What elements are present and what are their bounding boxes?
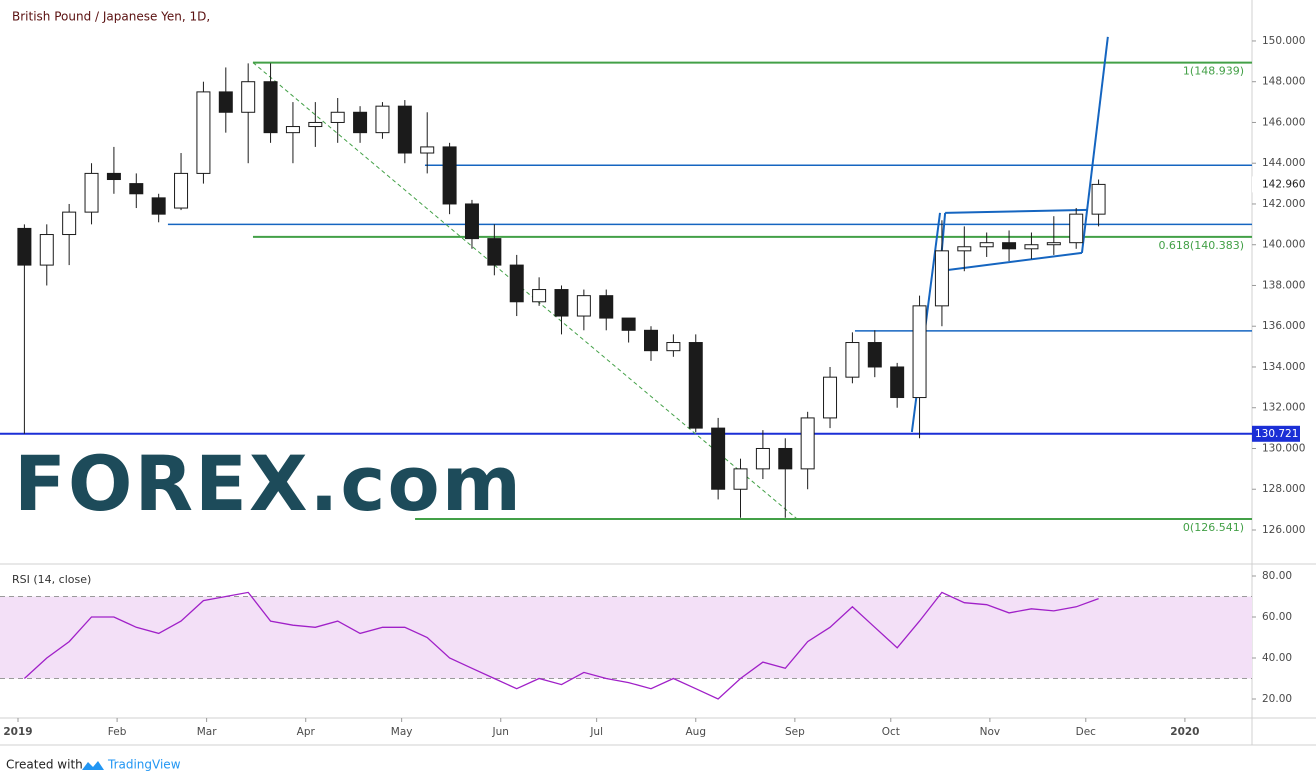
candle-body — [397, 105, 412, 154]
candle-body — [285, 126, 300, 134]
x-tick-label: Oct — [882, 726, 900, 738]
candle-body — [218, 91, 233, 113]
candle-body — [890, 366, 905, 399]
candle-body — [867, 342, 882, 368]
candle-body — [733, 468, 748, 490]
x-tick-label: Jul — [589, 726, 603, 738]
watermark: FOREX.com — [14, 439, 523, 528]
candle-body — [1024, 244, 1039, 250]
candle-body — [1091, 183, 1106, 215]
candle-body — [487, 238, 502, 266]
x-tick-label: Sep — [785, 726, 805, 738]
price-label-bg — [1252, 425, 1300, 442]
x-tick-label: 2020 — [1170, 726, 1199, 738]
price-label: 130.721 — [1255, 428, 1298, 440]
candle-body — [196, 91, 211, 174]
candle-body — [957, 246, 972, 252]
candle-body — [84, 172, 99, 213]
x-tick-label: 2019 — [3, 726, 32, 738]
y-tick-label: 136.000 — [1262, 320, 1305, 332]
tradingview-logo — [82, 761, 104, 770]
x-tick-label: Apr — [297, 726, 316, 738]
candle-body — [934, 250, 949, 307]
fib-label: 1(148.939) — [1183, 65, 1244, 78]
x-tick-label: May — [391, 726, 413, 738]
y-tick-label: 134.000 — [1262, 361, 1305, 373]
rsi-y-tick-label: 80.00 — [1262, 570, 1292, 582]
candle-body — [509, 264, 524, 303]
y-tick-label: 126.000 — [1262, 524, 1305, 536]
trendline — [1080, 36, 1109, 253]
candle-body — [420, 146, 435, 154]
x-tick-label: Jun — [492, 726, 509, 738]
rsi-y-tick-label: 60.00 — [1262, 611, 1292, 623]
x-tick-label: Feb — [108, 726, 127, 738]
candle-body — [688, 342, 703, 429]
rsi-y-tick-label: 20.00 — [1262, 693, 1292, 705]
candle-body — [39, 234, 54, 266]
candle-body — [263, 81, 278, 134]
y-tick-label: 150.000 — [1262, 35, 1305, 47]
footer-text: Created with — [6, 758, 83, 772]
trendline — [939, 251, 1083, 272]
last-price-bg — [1252, 176, 1304, 193]
plot: 126.000 128.000 130.000 132.000 134.000 136.0… — [0, 35, 1305, 738]
candle-body — [442, 146, 457, 205]
candle-body — [532, 289, 547, 303]
y-tick-label: 132.000 — [1262, 402, 1305, 414]
x-tick-label: Nov — [980, 726, 1001, 738]
candle-body — [151, 197, 166, 215]
candle-body — [241, 81, 256, 113]
candle-body — [1002, 242, 1017, 250]
candle-body — [308, 121, 323, 128]
candle-body — [666, 342, 681, 352]
indicator-title: RSI (14, close) — [12, 573, 91, 586]
candle-body — [711, 427, 726, 490]
rsi-y-tick-label: 40.00 — [1262, 652, 1292, 664]
candle-body — [576, 295, 591, 317]
chart-title: British Pound / Japanese Yen, 1D, — [12, 10, 210, 24]
rsi-line — [23, 591, 1099, 700]
candle-body — [644, 329, 659, 352]
candle-body — [599, 295, 614, 319]
candle-body — [62, 211, 77, 236]
candle-body — [17, 227, 32, 266]
candle-body — [554, 289, 569, 317]
trendline — [252, 62, 798, 520]
y-tick-label: 144.000 — [1262, 157, 1305, 169]
x-tick-label: Aug — [686, 726, 707, 738]
candle-body — [823, 376, 838, 419]
y-tick-label: 146.000 — [1262, 116, 1305, 128]
candle-body — [464, 203, 479, 240]
y-tick-label: 138.000 — [1262, 279, 1305, 291]
y-tick-label: 130.000 — [1262, 442, 1305, 454]
candle-body — [375, 105, 390, 134]
candle-body — [1046, 242, 1061, 246]
candle-body — [353, 111, 368, 134]
candle-body — [979, 242, 994, 248]
fib-label: 0(126.541) — [1183, 521, 1244, 534]
footer-brand: TradingView — [107, 758, 181, 772]
candle-body — [1069, 213, 1084, 244]
candle-body — [800, 417, 815, 470]
x-tick-label: Dec — [1076, 726, 1097, 738]
candle-body — [755, 447, 770, 470]
candle-body — [845, 342, 860, 378]
candle-body — [621, 317, 636, 331]
candle-body — [106, 172, 121, 181]
x-tick-label: Mar — [197, 726, 217, 738]
fib-label: 0.618(140.383) — [1158, 239, 1244, 252]
candle-body — [129, 183, 144, 195]
trendline — [945, 208, 1089, 214]
y-tick-label: 142.000 — [1262, 198, 1305, 210]
y-tick-label: 128.000 — [1262, 483, 1305, 495]
last-price-label: 142.960 — [1262, 178, 1305, 190]
candle-body — [174, 172, 189, 209]
candle-body — [778, 447, 793, 470]
y-tick-label: 140.000 — [1262, 239, 1305, 251]
candle-body — [912, 305, 927, 399]
candle-body — [330, 111, 345, 123]
y-tick-label: 148.000 — [1262, 76, 1305, 88]
